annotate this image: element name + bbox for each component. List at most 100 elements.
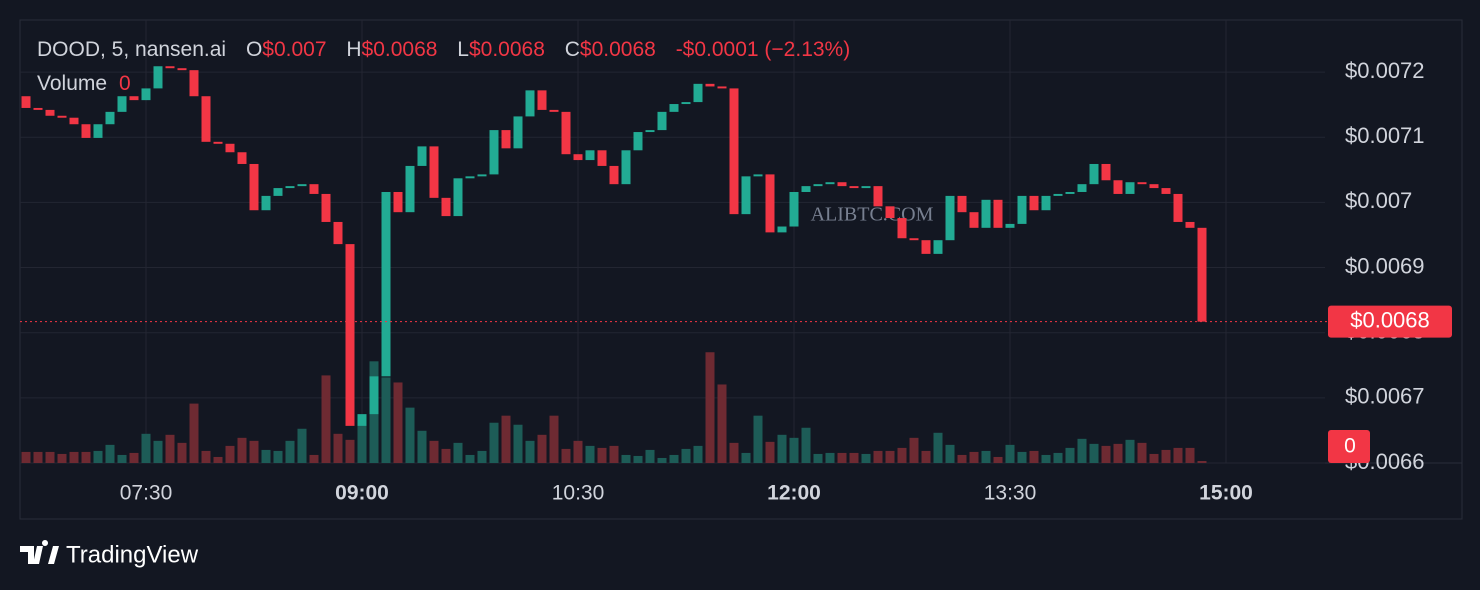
volume-bar (165, 434, 175, 463)
candle-body (117, 96, 127, 112)
volume-bar (381, 377, 391, 463)
candle-body (93, 124, 103, 138)
candle-body (429, 146, 439, 198)
candle-body (33, 107, 43, 110)
volume-bar (489, 422, 499, 463)
volume-bar (417, 430, 427, 463)
volume-bar (945, 444, 955, 463)
candle-body (669, 104, 679, 112)
volume-bar (933, 432, 943, 463)
candle-body (777, 226, 787, 233)
candle-body (705, 83, 715, 87)
candle-body (1125, 182, 1135, 194)
candle-body (237, 152, 247, 164)
volume-bar (69, 451, 79, 463)
y-tick-label: $0.007 (1345, 188, 1412, 213)
volume-bar (105, 444, 115, 463)
volume-bar (693, 445, 703, 463)
y-tick-label: $0.0069 (1345, 253, 1425, 278)
volume-bar (849, 452, 859, 463)
candle-body (897, 218, 907, 239)
candle-body (381, 191, 391, 377)
volume-bar (225, 445, 235, 463)
grid (20, 20, 1325, 464)
candle-body (1077, 184, 1087, 192)
volume-bar (249, 440, 259, 463)
x-tick-label: 15:00 (1199, 482, 1253, 505)
candle-body (477, 174, 487, 177)
volume-bar (789, 437, 799, 463)
volume-bar (885, 450, 895, 463)
y-tick-label: $0.0067 (1345, 384, 1425, 409)
candle-body (357, 414, 367, 426)
candle-body (21, 96, 31, 108)
candle-body (933, 240, 943, 254)
candle-body (441, 197, 451, 217)
candle-body (717, 86, 727, 89)
watermark: ALIBTC.COM (811, 204, 934, 226)
candle-body (969, 212, 979, 228)
candle-body (657, 111, 667, 131)
volume-bar (813, 453, 823, 463)
volume-label: Volume (37, 72, 108, 95)
candle-body (1113, 180, 1123, 194)
candle-body (1149, 184, 1159, 189)
candle-body (213, 141, 223, 144)
candle-body (393, 191, 403, 213)
candle-body (561, 111, 571, 155)
volume-bar (357, 416, 367, 463)
candle-body (861, 186, 871, 189)
volume-bar (1065, 447, 1075, 463)
volume-bar (981, 450, 991, 463)
volume-bar (1041, 454, 1051, 463)
last-price-label: $0.0068 (1350, 307, 1430, 332)
candle-body (1197, 227, 1207, 322)
volume-bar (453, 442, 463, 463)
price-change: -$0.0001 (−2.13%) (675, 38, 851, 61)
volume-bar (1053, 452, 1063, 463)
volume-bar (1005, 444, 1015, 463)
volume-bar (333, 433, 343, 463)
volume-bar (1113, 443, 1123, 463)
x-tick-label: 07:30 (120, 482, 173, 505)
volume-bar (345, 439, 355, 463)
candle-body (909, 238, 919, 241)
volume-bar (441, 448, 451, 463)
candle-body (1137, 182, 1147, 185)
candle-body (681, 102, 691, 105)
candle-body (633, 132, 643, 151)
volume-bar (81, 451, 91, 463)
volume-bar (1101, 445, 1111, 463)
candle-body (153, 66, 163, 89)
volume-bar (393, 382, 403, 463)
volume-bar (1197, 460, 1207, 463)
brand-name: TradingView (66, 541, 199, 568)
candle-body (957, 195, 967, 213)
legend-header: DOOD, 5, nansen.ai O$0.007 H$0.0068 L$0.… (37, 38, 850, 62)
volume-bar (633, 455, 643, 463)
candle-body (585, 150, 595, 161)
volume-bar (537, 434, 547, 463)
volume-bar (645, 449, 655, 463)
volume-bar (909, 437, 919, 463)
volume-bar (513, 424, 523, 463)
volume-bar (141, 433, 151, 463)
volume-bar (261, 449, 271, 463)
volume-bar (1089, 443, 1099, 463)
candle-body (885, 206, 895, 219)
candle-body (873, 186, 883, 207)
candle-body (177, 68, 187, 71)
candle-body (513, 116, 523, 149)
ohlc-label: H (346, 38, 362, 61)
candle-body (1173, 193, 1183, 222)
x-tick-label: 09:00 (335, 482, 389, 505)
volume-bar (321, 375, 331, 463)
candle-body (45, 109, 55, 116)
volume-bar (57, 453, 67, 463)
candle-body (81, 124, 91, 138)
volume-bar (237, 437, 247, 463)
candle-body (525, 90, 535, 117)
volume-bar (573, 440, 583, 463)
volume-bar (525, 440, 535, 463)
ohlc-value: $0.0068 (361, 38, 438, 61)
